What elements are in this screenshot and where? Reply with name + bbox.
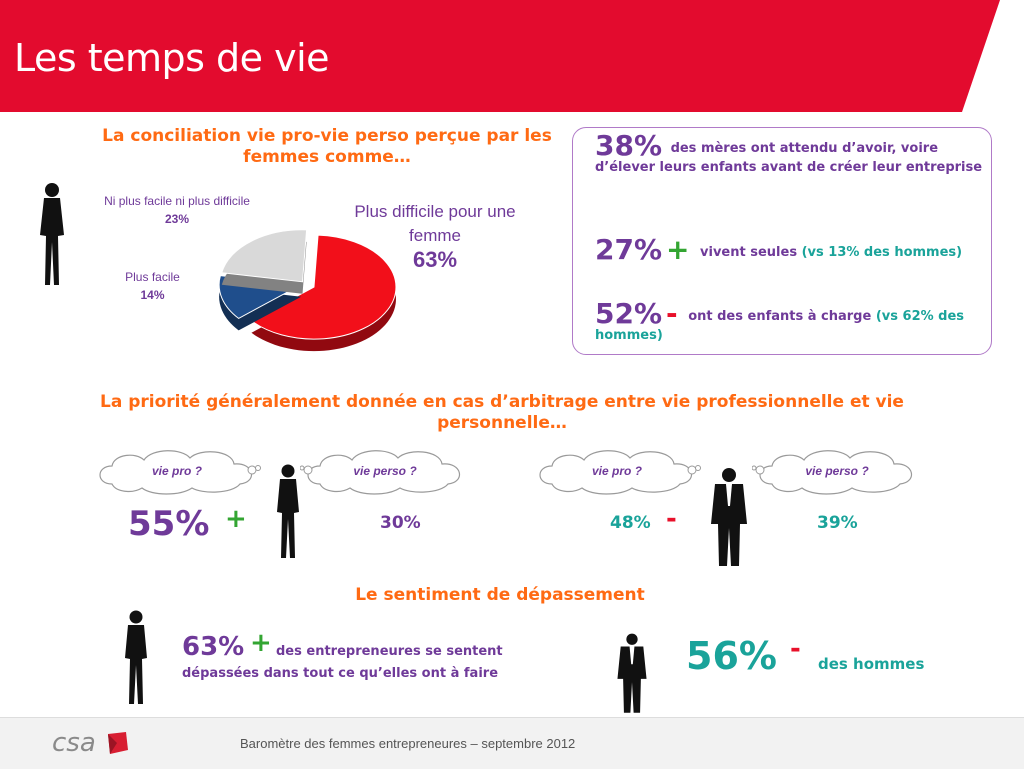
pie-chart — [218, 229, 397, 352]
stat-living-alone: 27% + vivent seules (vs 13% des hommes) — [595, 236, 985, 264]
minus-sign-icon: - — [790, 634, 801, 664]
pie-label-easier: Plus facile 14% — [110, 268, 195, 304]
csa-logo-mark-icon — [108, 732, 128, 754]
pie-label-neither-text: Ni plus facile ni plus difficile — [104, 194, 250, 208]
stat-living-alone-pct: 27% — [595, 233, 663, 266]
men-pro-pct: 48% — [610, 513, 651, 533]
women-perso-pct: 30% — [380, 513, 421, 533]
man-silhouette-icon — [617, 633, 647, 713]
page-title: Les temps de vie — [14, 36, 330, 80]
overwhelmed-women-text-2: dépassées dans tout ce qu’elles ont à fa… — [182, 666, 499, 681]
section-title-overwhelmed: Le sentiment de dépassement — [355, 585, 645, 605]
footer-caption: Baromètre des femmes entrepreneures – se… — [240, 736, 576, 751]
men-perso-pct: 39% — [817, 513, 858, 533]
cloud-shape-icon — [539, 450, 701, 495]
pie-label-easier-pct: 14% — [140, 288, 165, 302]
minus-sign-icon: - — [666, 504, 677, 534]
csa-logo: csa — [52, 728, 96, 758]
footer: csa Baromètre des femmes entrepreneures … — [0, 717, 1024, 769]
cloud-women-perso-text: vie perso ? — [353, 464, 417, 478]
pie-label-harder: Plus difficile pour une femme 63% — [340, 200, 530, 272]
stat-children-pct: 52% — [595, 297, 663, 330]
cloud-shape-icon — [299, 450, 460, 495]
stat-living-alone-text: vivent seules — [700, 245, 798, 260]
stat-living-alone-compare: (vs 13% des hommes) — [801, 245, 963, 260]
plus-sign-icon: + — [225, 504, 247, 534]
pie-label-easier-text: Plus facile — [125, 270, 180, 284]
women-pro-pct: 55% — [128, 504, 210, 544]
plus-sign-icon: + — [250, 628, 272, 658]
thought-cloud-women-perso: vie perso ? — [299, 446, 470, 496]
stat-mothers-text: des mères ont attendu d’avoir, voire d’é… — [595, 141, 983, 175]
pie-slice — [250, 234, 397, 340]
woman-silhouette-icon — [40, 183, 64, 285]
thought-cloud-men-pro: vie pro ? — [532, 446, 702, 496]
pie-label-neither-pct: 23% — [164, 212, 190, 226]
thought-cloud-women-pro: vie pro ? — [92, 446, 262, 496]
pie-label-harder-text: Plus difficile pour une femme — [354, 202, 516, 245]
cloud-men-pro-text: vie pro ? — [591, 464, 642, 478]
cloud-shape-icon — [99, 450, 261, 495]
plus-sign-icon: + — [666, 233, 690, 266]
banner-shape — [0, 0, 1000, 112]
stat-children-text: ont des enfants à charge — [688, 309, 872, 324]
stat-mothers: 38% des mères ont attendu d’avoir, voire… — [595, 132, 985, 177]
woman-silhouette-icon — [125, 610, 147, 704]
cloud-men-perso-text: vie perso ? — [805, 464, 869, 478]
stats-box: 38% des mères ont attendu d’avoir, voire… — [572, 127, 992, 355]
minus-sign-icon: - — [666, 297, 678, 330]
stat-children: 52% - ont des enfants à charge (vs 62% de… — [595, 300, 985, 345]
pie-label-harder-pct: 63% — [412, 247, 458, 272]
pie-slice — [221, 229, 308, 283]
overwhelmed-men-text: des hommes — [818, 655, 925, 673]
overwhelmed-women-pct: 63% — [182, 632, 245, 662]
woman-silhouette-icon — [277, 464, 299, 558]
section-title-priority: La priorité généralement donnée en cas d… — [100, 392, 904, 433]
overwhelmed-women-text-1: des entrepreneures se sentent — [276, 644, 503, 659]
overwhelmed-men-pct: 56% — [686, 634, 777, 678]
stat-mothers-pct: 38% — [595, 129, 663, 162]
thought-cloud-men-perso: vie perso ? — [751, 446, 922, 496]
cloud-women-pro-text: vie pro ? — [151, 464, 202, 478]
section-title-conciliation: La conciliation vie pro-vie perso perçue… — [102, 126, 552, 167]
stat-children-compare: (vs 62% des hommes) — [595, 309, 965, 343]
pie-label-neither: Ni plus facile ni plus difficile 23% — [82, 192, 272, 228]
cloud-shape-icon — [751, 450, 912, 495]
header-banner: Les temps de vie — [0, 0, 1024, 112]
man-silhouette-icon — [711, 468, 747, 566]
